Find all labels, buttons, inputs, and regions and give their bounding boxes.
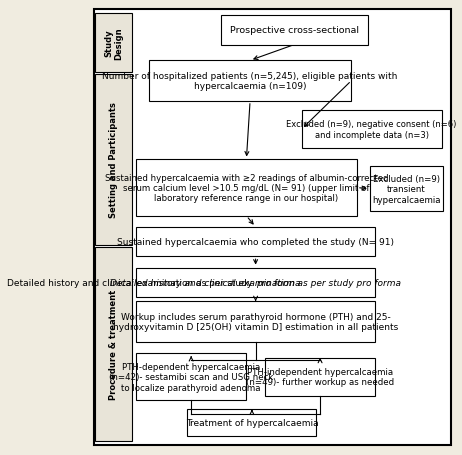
Bar <box>370 167 444 212</box>
Text: Number of hospitalized patients (n=5,245), eligible patients with
hypercalcaemia: Number of hospitalized patients (n=5,245… <box>103 72 398 91</box>
Text: Procedure & treatment: Procedure & treatment <box>109 289 118 399</box>
Text: Sustained hypercalcaemia who completed the study (N= 91): Sustained hypercalcaemia who completed t… <box>117 238 394 247</box>
Text: Detailed history and clinical examination as per study: Detailed history and clinical examinatio… <box>7 278 255 287</box>
Text: PTH-independent hypercalcaemia
(n=49)- further workup as needed: PTH-independent hypercalcaemia (n=49)- f… <box>246 367 394 387</box>
Text: Excluded (n=9)
transient
hypercalcaemia: Excluded (n=9) transient hypercalcaemia <box>372 174 441 204</box>
Bar <box>95 248 132 441</box>
Bar <box>188 410 316 436</box>
Bar <box>95 75 132 246</box>
Bar <box>136 160 357 216</box>
Bar <box>95 14 132 72</box>
Text: Excluded (n=9), negative consent (n=6)
and incomplete data (n=3): Excluded (n=9), negative consent (n=6) a… <box>286 120 457 139</box>
Text: Workup includes serum parathyroid hormone (PTH) and 25-
hydroxyvitamin D [25(OH): Workup includes serum parathyroid hormon… <box>113 312 398 332</box>
Bar <box>149 61 352 101</box>
Text: Sustained hypercalcaemia with ≥2 readings of albumin-corrected
serum calcium lev: Sustained hypercalcaemia with ≥2 reading… <box>105 173 388 203</box>
Text: Study
Design: Study Design <box>104 27 123 60</box>
Text: Prospective cross-sectional: Prospective cross-sectional <box>230 26 359 35</box>
Text: PTH-dependent hypercalcaemia
(n=42)- sestamibi scan and USG neck
to localize par: PTH-dependent hypercalcaemia (n=42)- ses… <box>109 362 274 392</box>
Bar <box>136 268 375 297</box>
Text: Detailed history and clinical examination as per study pro forma: Detailed history and clinical examinatio… <box>110 278 401 287</box>
Bar <box>265 358 375 396</box>
Text: Setting and Participants: Setting and Participants <box>109 102 118 218</box>
Bar <box>221 16 368 46</box>
Text: Treatment of hypercalcaemia: Treatment of hypercalcaemia <box>186 419 318 428</box>
Bar <box>136 302 375 342</box>
Bar <box>302 111 442 149</box>
Bar <box>136 228 375 257</box>
Bar <box>136 354 246 400</box>
Text: pro forma: pro forma <box>255 278 300 287</box>
